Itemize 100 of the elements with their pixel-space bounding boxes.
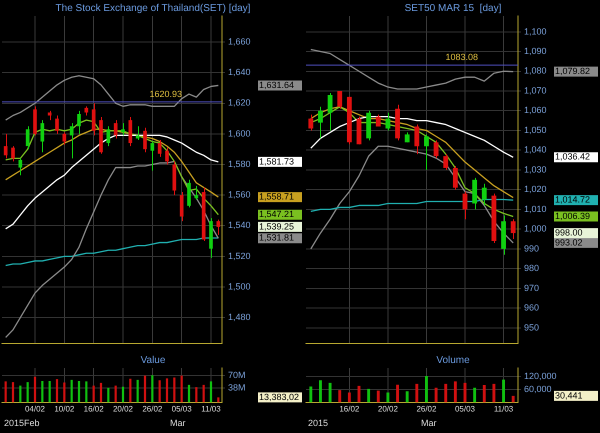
candlestick	[452, 165, 458, 190]
candlestick	[26, 126, 30, 150]
x-tick-label: 05/03	[172, 404, 192, 414]
text: 1,014.72	[555, 194, 590, 205]
text: 993.02	[555, 237, 583, 248]
bar	[107, 388, 110, 402]
candlestick	[386, 112, 390, 131]
y-tick-label: 1,480	[228, 312, 251, 322]
y-tick-label: 120,000	[524, 371, 557, 382]
chart-title: Volume	[436, 354, 470, 366]
bar	[56, 379, 58, 402]
text: 1,581.73	[259, 156, 294, 166]
candlestick	[180, 192, 184, 222]
candlestick	[165, 147, 169, 165]
x-tick-label: 04/02	[24, 404, 46, 414]
y-tick-label: 1,060	[524, 105, 547, 116]
bar	[85, 381, 88, 402]
x-tick-label: 16/02	[339, 404, 360, 414]
text: 1,006.39	[555, 211, 590, 222]
bar	[26, 382, 29, 402]
bar	[122, 386, 124, 402]
candlestick	[414, 124, 420, 155]
y-tick-label: 38M	[228, 382, 246, 392]
x-tick-label: 05/03	[454, 404, 476, 414]
candlestick	[77, 110, 81, 134]
text: 1,079.82	[555, 66, 590, 76]
candlestick	[404, 132, 410, 143]
bar	[425, 376, 428, 402]
y-tick-label: 1,560	[228, 190, 251, 200]
y-tick-label: 1,010	[524, 204, 547, 214]
bar	[434, 388, 438, 402]
y-tick-label: 1,580	[228, 158, 251, 169]
bar	[348, 392, 351, 402]
bar	[502, 380, 505, 402]
bar	[151, 375, 154, 402]
bar	[406, 391, 409, 402]
candlestick	[18, 158, 22, 176]
x-tick-label: 16/02	[84, 404, 104, 414]
candlestick	[84, 106, 88, 116]
bar	[415, 384, 418, 402]
x-tick-label: 10/02	[54, 404, 75, 414]
y-tick-label: 70M	[228, 370, 246, 380]
y-tick-label: 1,500	[228, 281, 251, 292]
y-tick-label: 1,090	[524, 46, 547, 56]
bar	[63, 382, 66, 402]
bar	[114, 386, 117, 402]
text: 1,539.25	[259, 221, 294, 232]
x-tick-label: 11/03	[494, 404, 514, 414]
candlestick	[114, 120, 118, 139]
bar	[492, 384, 496, 402]
y-tick-label: 1,070	[524, 85, 547, 96]
bar	[512, 396, 515, 402]
text: 13,383,02	[259, 392, 300, 402]
candlestick	[48, 110, 52, 121]
candlestick	[62, 132, 66, 146]
bar	[158, 380, 161, 402]
candlestick	[472, 177, 478, 210]
bar	[319, 380, 322, 402]
candlestick	[187, 179, 191, 208]
y-tick-label: 1,660	[228, 36, 251, 47]
chart-title: The Stock Exchange of Thailand(SET) [day]	[56, 2, 251, 14]
bar	[367, 388, 370, 402]
candlestick	[482, 183, 487, 206]
text: 1,036.42	[555, 152, 590, 162]
bar	[464, 382, 466, 402]
candlestick	[308, 114, 314, 131]
bar	[19, 386, 22, 402]
y-tick-label: 950	[524, 322, 540, 332]
candlestick	[337, 90, 342, 110]
chart-title: SET50 MAR 15 [day]	[404, 2, 502, 14]
y-tick-label: 1,620	[228, 98, 251, 108]
x-tick-label: 11/03	[201, 404, 222, 414]
text: Mar	[170, 418, 186, 428]
x-tick-label: 20/02	[378, 404, 398, 414]
text: 1,631.64	[259, 80, 294, 90]
bar	[396, 384, 399, 402]
candlestick	[70, 122, 74, 159]
candlestick	[106, 126, 110, 147]
bar	[48, 380, 51, 402]
text: Mar	[421, 418, 436, 428]
y-tick-label: 1,040	[524, 144, 547, 155]
text: 1,531.81	[259, 232, 294, 243]
bar	[12, 382, 14, 402]
candlestick	[443, 154, 448, 170]
y-tick-label: 990	[524, 243, 540, 254]
y-tick-label: 1,030	[524, 164, 547, 174]
y-tick-label: 1,050	[524, 124, 547, 135]
candlestick	[328, 92, 332, 131]
y-tick-label: 1,000	[524, 224, 547, 234]
y-tick-label: 980	[524, 263, 540, 274]
candlestick	[150, 141, 154, 172]
x-tick-label: 20/02	[112, 404, 134, 414]
y-tick-label: 1,640	[228, 67, 251, 78]
y-tick-label: 1,100	[524, 26, 547, 36]
candlestick	[424, 134, 429, 170]
text: 1,558.71	[259, 192, 294, 202]
y-tick-label: 1,080	[524, 66, 547, 76]
bar	[473, 388, 476, 402]
bar	[144, 376, 146, 402]
text: 998.00	[555, 228, 583, 238]
